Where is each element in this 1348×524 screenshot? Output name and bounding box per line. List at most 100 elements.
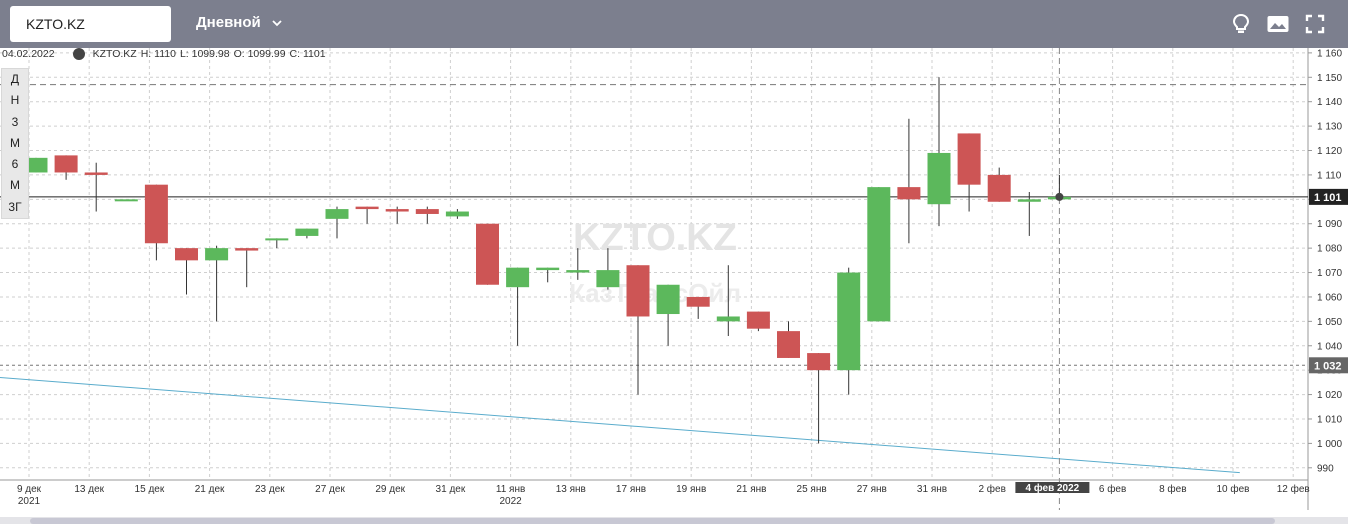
y-tick-label: 1 140 (1317, 97, 1342, 108)
x-tick-label: 21 янв (736, 484, 766, 495)
candle-body (295, 228, 319, 236)
range-button-3m-digit[interactable]: 3 (11, 114, 19, 129)
candle-body (777, 331, 800, 358)
x-tick-label: 11 янв (496, 484, 525, 495)
range-button-3m-letter[interactable]: М (10, 135, 20, 150)
range-button-day[interactable]: Д (10, 72, 20, 86)
range-button-3y[interactable]: 3Г (8, 199, 22, 214)
range-button-6m-letter[interactable]: М (10, 178, 20, 193)
info-ticker: KZTO.KZ (92, 48, 137, 60)
marker-label-box (1309, 357, 1348, 374)
y-tick-label: 1 130 (1317, 122, 1342, 133)
ticker-search-box[interactable] (10, 6, 171, 42)
candle-body (536, 267, 560, 271)
y-tick-label: 1 020 (1317, 390, 1342, 401)
chevron-down-icon (272, 19, 282, 26)
range-buttons-panel: Д Н 3 М 6 М 3Г (1, 68, 29, 220)
price-label-box (1309, 188, 1348, 205)
y-tick-label: 1 120 (1317, 146, 1342, 157)
candle-body (84, 172, 108, 175)
candle-body (807, 353, 831, 371)
y-tick-label: 990 (1317, 463, 1334, 474)
x-tick-label: 9 дек (17, 484, 42, 495)
info-close: C: 1101 (289, 48, 326, 60)
candle-body (686, 296, 710, 307)
candle-body (144, 184, 168, 244)
candle-body (867, 187, 891, 322)
x-tick-label: 13 янв (556, 484, 586, 495)
x-tick-label: 29 дек (375, 484, 405, 495)
watermark-ticker: KZTO.KZ (573, 217, 737, 259)
x-tick-label: 15 дек (135, 484, 165, 495)
y-tick-label: 1 080 (1317, 244, 1342, 255)
price-label: 1 101 (1314, 192, 1342, 204)
y-tick-label: 1 000 (1317, 439, 1342, 450)
info-date: 04.02.2022 (2, 48, 55, 60)
range-button-6m-digit[interactable]: 6 (11, 157, 19, 172)
candlestick-chart[interactable]: KZTO.KZ КазТрансОйл 990 1 000 1 010 1 020 1 0… (0, 48, 1348, 517)
x-tick-label: 12 фев (1277, 483, 1310, 495)
x-tick-label: 25 янв (797, 484, 827, 495)
y-tick-label: 1 070 (1317, 268, 1342, 279)
fullscreen-icon[interactable] (1304, 13, 1326, 35)
candle-body (476, 223, 499, 285)
candle-body (716, 316, 740, 322)
ticker-input[interactable] (10, 6, 171, 42)
y-tick-label: 1 050 (1317, 317, 1342, 328)
scrollbar-thumb[interactable] (30, 518, 1275, 524)
y-tick-label: 1 150 (1317, 73, 1342, 84)
candle-body (626, 265, 650, 317)
candle-body (175, 248, 198, 261)
candle-body (325, 209, 349, 219)
candle-body (927, 152, 951, 205)
candle-body (1017, 199, 1041, 202)
x-tick-year-label: 2022 (499, 496, 522, 507)
lightbulb-icon[interactable] (1230, 13, 1252, 35)
candle-body (205, 248, 229, 261)
candle-body (987, 174, 1011, 202)
y-tick-label: 1 110 (1317, 170, 1342, 181)
x-tick-label: 21 дек (195, 484, 225, 495)
crosshair-dot (1055, 192, 1064, 201)
watermark-company: КазТрансОйл (569, 278, 741, 308)
x-tick-label: 13 дек (74, 484, 104, 495)
range-button-week[interactable]: Н (10, 93, 20, 108)
series-dot-icon (72, 48, 85, 60)
y-tick-label: 1 040 (1317, 341, 1342, 352)
candle-body (235, 248, 259, 251)
ohlc-info-line: 04.02.2022 KZTO.KZ H: 1110 L: 1099.98 O:… (2, 48, 330, 60)
x-tick-label: 19 янв (676, 484, 706, 495)
candle-body (746, 311, 770, 329)
info-high: H: 1110 (140, 48, 176, 60)
x-tick-label: 23 дек (255, 484, 285, 495)
y-tick-label: 1 010 (1317, 414, 1342, 425)
period-dropdown[interactable]: Дневной (196, 14, 283, 31)
info-low: L: 1099.98 (179, 48, 230, 60)
x-tick-label: 6 фев (1099, 483, 1126, 495)
period-label: Дневной (196, 14, 261, 31)
x-tick-label: 27 янв (857, 484, 887, 495)
x-tick-label: 27 дек (315, 484, 345, 495)
candle-body (566, 270, 590, 273)
candle-body (445, 211, 469, 217)
candle-body (957, 133, 981, 185)
x-crosshair-label-box (1015, 482, 1090, 493)
trendline (0, 376, 1240, 474)
candle-body (265, 238, 289, 241)
candle-body (506, 267, 530, 288)
top-toolbar: Дневной (0, 0, 1348, 48)
candle-body (415, 209, 439, 214)
candle-body (114, 199, 138, 202)
y-tick-label: 1 160 (1317, 48, 1342, 59)
y-tick-label: 1 090 (1317, 219, 1342, 230)
candle-body (385, 209, 409, 212)
info-open: O: 1099.99 (233, 48, 286, 60)
candle-body (897, 187, 921, 200)
candle-body (54, 155, 78, 173)
image-icon[interactable] (1266, 13, 1290, 35)
x-tick-label: 10 фев (1216, 483, 1249, 495)
candle-body (596, 270, 620, 288)
candle-body (24, 157, 48, 173)
x-crosshair-label: 4 фев 2022 (1026, 482, 1080, 494)
marker-label: 1 032 (1314, 360, 1342, 372)
